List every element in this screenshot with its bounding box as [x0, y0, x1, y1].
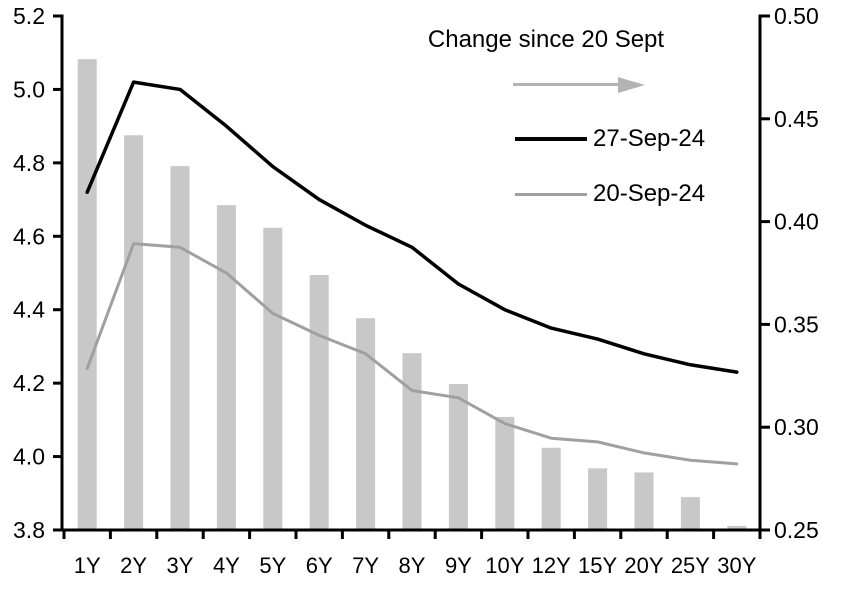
bar-3Y	[170, 166, 190, 530]
x-tick-label-25Y: 25Y	[671, 553, 710, 578]
y-left-tick-label: 5.2	[13, 3, 45, 29]
arrow-head	[618, 76, 645, 93]
line-27-Sep-24	[85, 80, 739, 374]
bar-5Y	[263, 227, 283, 530]
y-left-tick-label: 4.4	[13, 297, 45, 323]
y-right-tick-label: 0.45	[774, 106, 819, 132]
x-tick-label-3Y: 3Y	[167, 553, 194, 578]
bar-12Y	[541, 447, 561, 530]
y-right-tick-label: 0.50	[774, 3, 819, 29]
legend-line2-label: 20-Sep-24	[593, 180, 706, 207]
y-left-tick-label: 4.8	[13, 150, 45, 176]
gray-line-sample-icon	[515, 192, 587, 196]
bar-8Y	[402, 353, 422, 530]
bar-2Y	[124, 135, 144, 531]
arrow-shaft	[513, 83, 618, 86]
right-arrow-icon	[513, 76, 645, 93]
black-line-sample-icon	[515, 137, 587, 141]
bar-4Y	[216, 205, 236, 531]
legend-item-line2: 20-Sep-24	[515, 180, 706, 207]
bar-20Y	[634, 472, 654, 530]
x-tick-label-4Y: 4Y	[213, 553, 240, 578]
x-tick-label-2Y: 2Y	[120, 553, 147, 578]
x-tick-label-7Y: 7Y	[352, 553, 379, 578]
y-left-tick-label: 4.6	[13, 223, 45, 249]
legend-bar-series-label: Change since 20 Sept	[427, 26, 665, 53]
y-left-tick-label: 3.8	[13, 517, 45, 543]
x-tick-label-1Y: 1Y	[74, 553, 101, 578]
bar-25Y	[680, 497, 700, 530]
y-right-tick-label: 0.25	[774, 517, 819, 543]
y-left-tick-label: 4.0	[13, 444, 45, 470]
y-left-tick-label: 4.2	[13, 370, 45, 396]
bar-10Y	[495, 416, 515, 530]
x-tick-label-10Y: 10Y	[485, 553, 524, 578]
legend-item-line1: 27-Sep-24	[515, 125, 706, 152]
x-tick-label-12Y: 12Y	[532, 553, 571, 578]
bar-1Y	[77, 59, 97, 531]
y-left-tick-label: 5.0	[13, 76, 45, 102]
line-20-Sep-24	[85, 242, 739, 466]
bar-9Y	[448, 384, 468, 530]
bar-6Y	[309, 275, 329, 530]
bar-15Y	[588, 468, 608, 530]
bar-30Y	[727, 525, 747, 530]
bar-7Y	[356, 318, 376, 530]
x-tick-label-6Y: 6Y	[306, 553, 333, 578]
x-tick-label-20Y: 20Y	[624, 553, 663, 578]
x-tick-label-30Y: 30Y	[717, 553, 756, 578]
x-tick-label-8Y: 8Y	[399, 553, 426, 578]
y-right-tick-label: 0.35	[774, 311, 819, 337]
y-right-tick-label: 0.40	[774, 209, 819, 235]
x-tick-label-9Y: 9Y	[445, 553, 472, 578]
legend-line1-label: 27-Sep-24	[593, 125, 706, 152]
y-right-tick-label: 0.30	[774, 414, 819, 440]
x-tick-label-5Y: 5Y	[259, 553, 286, 578]
x-tick-label-15Y: 15Y	[578, 553, 617, 578]
